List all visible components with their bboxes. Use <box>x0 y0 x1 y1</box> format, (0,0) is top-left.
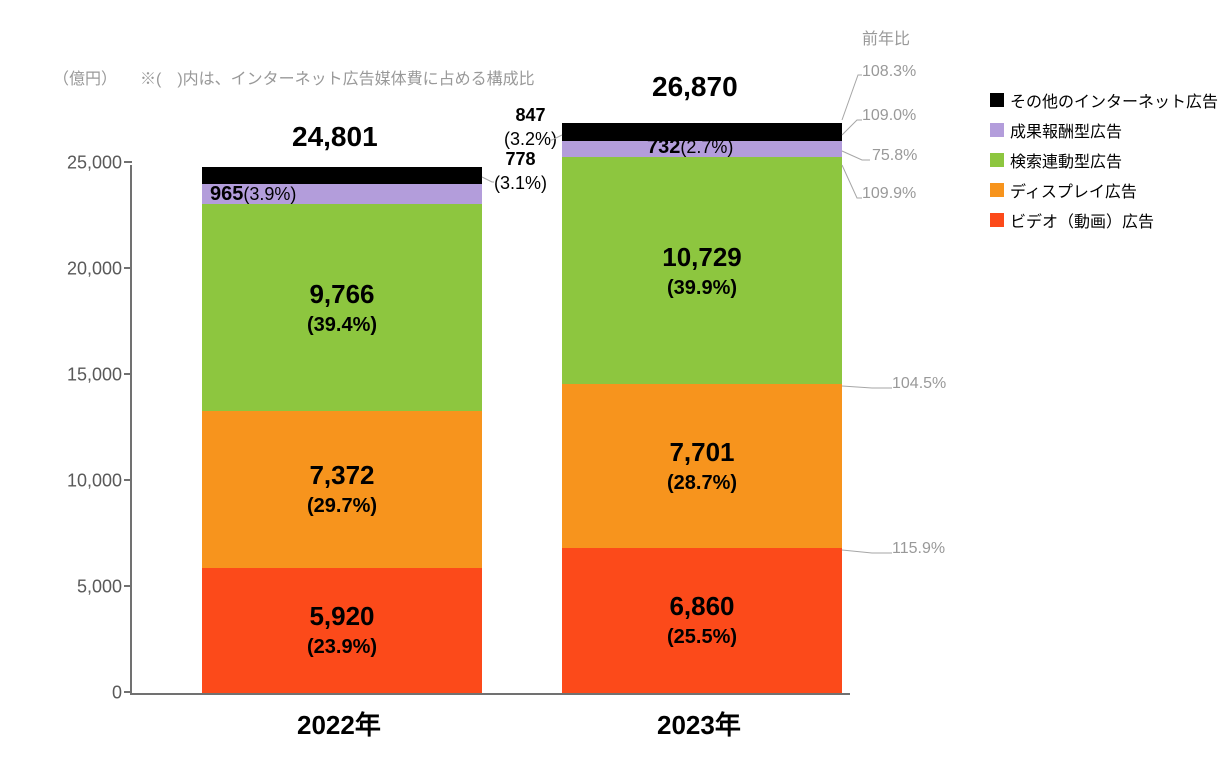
segment-pct: (25.5%) <box>667 626 737 649</box>
cpa-inline-label: 965(3.9%) <box>210 183 296 206</box>
segment-search: 9,766 (39.4%) <box>202 204 482 411</box>
yoy-header: 前年比 <box>862 25 910 49</box>
x-axis-label: 2022年 <box>297 705 381 742</box>
segment-pct: (39.4%) <box>307 314 377 337</box>
segment-value: 6,860 <box>669 591 734 622</box>
segment-value: 10,729 <box>662 242 742 273</box>
yoy-video: 115.9% <box>892 540 945 558</box>
segment-value: 7,372 <box>309 460 374 491</box>
yoy-search: 109.9% <box>862 185 916 203</box>
legend-item-cpa: 成果報酬型広告 <box>990 118 1218 142</box>
yoy-other: 109.0% <box>862 107 916 125</box>
legend-item-video: ビデオ（動画）広告 <box>990 208 1218 232</box>
cpa-inline-label: 732(2.7%) <box>647 136 733 159</box>
segment-pct: (23.9%) <box>307 636 377 659</box>
yoy-display: 104.5% <box>892 375 946 393</box>
yoy-total: 108.3% <box>862 63 916 81</box>
legend-swatch <box>990 213 1004 227</box>
segment-value: 7,701 <box>669 437 734 468</box>
legend-item-other: その他のインターネット広告 <box>990 88 1218 112</box>
legend: その他のインターネット広告 成果報酬型広告 検索連動型広告 ディスプレイ広告 ビ… <box>990 88 1218 232</box>
other-side-label: 847 (3.2%) <box>504 104 557 151</box>
segment-display: 7,372 (29.7%) <box>202 411 482 567</box>
chart-container: （億円） ※( )内は、インターネット広告媒体費に占める構成比 前年比 その他の… <box>50 30 1190 750</box>
y-axis-label: 20,000 <box>67 259 122 280</box>
segment-pct: (28.7%) <box>667 472 737 495</box>
legend-label: ビデオ（動画）広告 <box>1010 208 1154 232</box>
legend-swatch <box>990 183 1004 197</box>
legend-item-display: ディスプレイ広告 <box>990 178 1218 202</box>
y-axis-label: 0 <box>112 683 122 704</box>
legend-swatch <box>990 153 1004 167</box>
segment-video: 6,860 (25.5%) <box>562 548 842 693</box>
y-axis-label: 25,000 <box>67 153 122 174</box>
plot-area: 0 5,000 10,000 15,000 20,000 25,000 5,92… <box>130 165 850 695</box>
subtitle-label: ※( )内は、インターネット広告媒体費に占める構成比 <box>140 65 535 89</box>
legend-label: 成果報酬型広告 <box>1010 118 1122 142</box>
legend-label: 検索連動型広告 <box>1010 148 1122 172</box>
yoy-cpa: 75.8% <box>872 147 917 165</box>
segment-value: 9,766 <box>309 279 374 310</box>
segment-display: 7,701 (28.7%) <box>562 384 842 547</box>
unit-label: （億円） <box>53 65 117 89</box>
segment-search: 10,729 (39.9%) <box>562 157 842 385</box>
y-axis-label: 15,000 <box>67 365 122 386</box>
legend-item-search: 検索連動型広告 <box>990 148 1218 172</box>
other-side-label: 778 (3.1%) <box>494 148 547 195</box>
legend-label: その他のインターネット広告 <box>1010 88 1218 112</box>
x-axis-label: 2023年 <box>657 705 741 742</box>
segment-pct: (39.9%) <box>667 277 737 300</box>
legend-swatch <box>990 123 1004 137</box>
segment-value: 5,920 <box>309 601 374 632</box>
segment-video: 5,920 (23.9%) <box>202 568 482 694</box>
y-axis-label: 5,000 <box>77 577 122 598</box>
y-axis-label: 10,000 <box>67 471 122 492</box>
legend-swatch <box>990 93 1004 107</box>
legend-label: ディスプレイ広告 <box>1010 178 1137 202</box>
segment-pct: (29.7%) <box>307 495 377 518</box>
bar-total: 26,870 <box>652 71 738 103</box>
segment-other <box>202 167 482 184</box>
bar-total: 24,801 <box>292 121 378 153</box>
